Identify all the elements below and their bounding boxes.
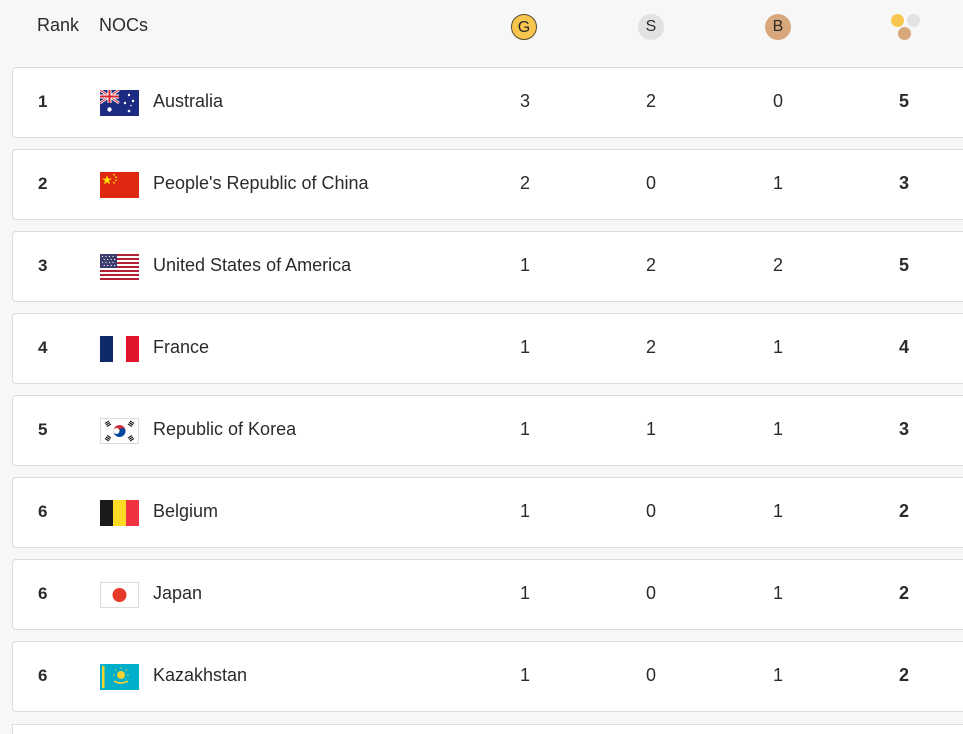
table-row[interactable]: 2 People's Republic of China 2 0 1 3 bbox=[12, 149, 963, 220]
bronze-count: 1 bbox=[772, 173, 783, 193]
silver-medal-icon[interactable]: S bbox=[638, 14, 664, 40]
silver-count: 1 bbox=[645, 419, 656, 439]
silver-count: 2 bbox=[645, 337, 656, 357]
country-name[interactable]: France bbox=[153, 337, 210, 357]
total-count: 5 bbox=[898, 255, 909, 275]
total-count: 5 bbox=[898, 91, 909, 111]
table-row[interactable]: 3 United States of America bbox=[12, 231, 963, 302]
total-count: 2 bbox=[898, 665, 909, 685]
table-row[interactable]: 6 Kazakhstan 1 0 1 2 bbox=[12, 641, 963, 712]
country-name[interactable]: Australia bbox=[153, 91, 224, 111]
country-name[interactable]: Japan bbox=[153, 583, 203, 603]
rank-value: 6 bbox=[38, 502, 48, 521]
bronze-medal-icon[interactable]: B bbox=[765, 14, 791, 40]
country-name[interactable]: Kazakhstan bbox=[153, 665, 248, 685]
table-row[interactable]: 6 Japan 1 0 1 2 bbox=[12, 559, 963, 630]
table-row[interactable]: 5 Republic of Korea 1 1 1 3 bbox=[12, 395, 963, 466]
bronze-count: 1 bbox=[772, 337, 783, 357]
gold-count: 1 bbox=[519, 501, 530, 521]
country-name[interactable]: United States of America bbox=[153, 255, 352, 275]
table-row[interactable]: 4 France 1 2 1 4 bbox=[12, 313, 963, 384]
gold-count: 1 bbox=[519, 255, 530, 275]
rank-value: 1 bbox=[38, 92, 48, 111]
rank-value: 5 bbox=[38, 420, 48, 439]
total-count: 4 bbox=[898, 337, 909, 357]
bronze-count: 1 bbox=[772, 419, 783, 439]
china-flag-icon bbox=[100, 172, 139, 198]
rank-value: 3 bbox=[38, 256, 48, 275]
usa-flag-icon bbox=[100, 254, 139, 280]
table-row[interactable]: 1 Australia 3 2 0 5 bbox=[12, 67, 963, 138]
australia-flag-icon bbox=[100, 90, 139, 116]
bronze-count: 1 bbox=[772, 501, 783, 521]
korea-flag-icon bbox=[100, 418, 139, 444]
gold-count: 3 bbox=[519, 91, 530, 111]
france-flag-icon bbox=[100, 336, 139, 362]
belgium-flag-icon bbox=[100, 500, 139, 526]
total-count: 2 bbox=[898, 583, 909, 603]
medal-table-header: Rank NOCs G S B bbox=[0, 0, 963, 56]
table-row-partial[interactable] bbox=[12, 724, 963, 734]
gold-count: 1 bbox=[519, 337, 530, 357]
rank-value: 4 bbox=[38, 338, 48, 357]
kazakhstan-flag-icon bbox=[100, 664, 139, 690]
gold-count: 1 bbox=[519, 583, 530, 603]
gold-count: 2 bbox=[519, 173, 530, 193]
silver-count: 2 bbox=[645, 91, 656, 111]
table-row[interactable]: 6 Belgium 1 0 1 2 bbox=[12, 477, 963, 548]
rank-value: 6 bbox=[38, 666, 48, 685]
country-name[interactable]: Belgium bbox=[153, 501, 219, 521]
total-count: 3 bbox=[898, 173, 909, 193]
silver-count: 0 bbox=[645, 173, 656, 193]
total-medals-icon[interactable] bbox=[889, 12, 923, 42]
bronze-count: 0 bbox=[772, 91, 783, 111]
noc-column-header[interactable]: NOCs bbox=[99, 15, 148, 35]
silver-count: 0 bbox=[645, 665, 656, 685]
silver-count: 0 bbox=[645, 501, 656, 521]
total-count: 2 bbox=[898, 501, 909, 521]
rank-value: 6 bbox=[38, 584, 48, 603]
bronze-count: 2 bbox=[772, 255, 783, 275]
bronze-count: 1 bbox=[772, 583, 783, 603]
bronze-count: 1 bbox=[772, 665, 783, 685]
japan-flag-icon bbox=[100, 582, 139, 608]
gold-count: 1 bbox=[519, 665, 530, 685]
silver-count: 0 bbox=[645, 583, 656, 603]
country-name[interactable]: Republic of Korea bbox=[153, 419, 297, 439]
rank-column-header[interactable]: Rank bbox=[37, 15, 80, 35]
gold-medal-icon[interactable]: G bbox=[511, 14, 537, 40]
gold-count: 1 bbox=[519, 419, 530, 439]
rank-value: 2 bbox=[38, 174, 48, 193]
country-name[interactable]: People's Republic of China bbox=[153, 173, 369, 193]
total-count: 3 bbox=[898, 419, 909, 439]
silver-count: 2 bbox=[645, 255, 656, 275]
